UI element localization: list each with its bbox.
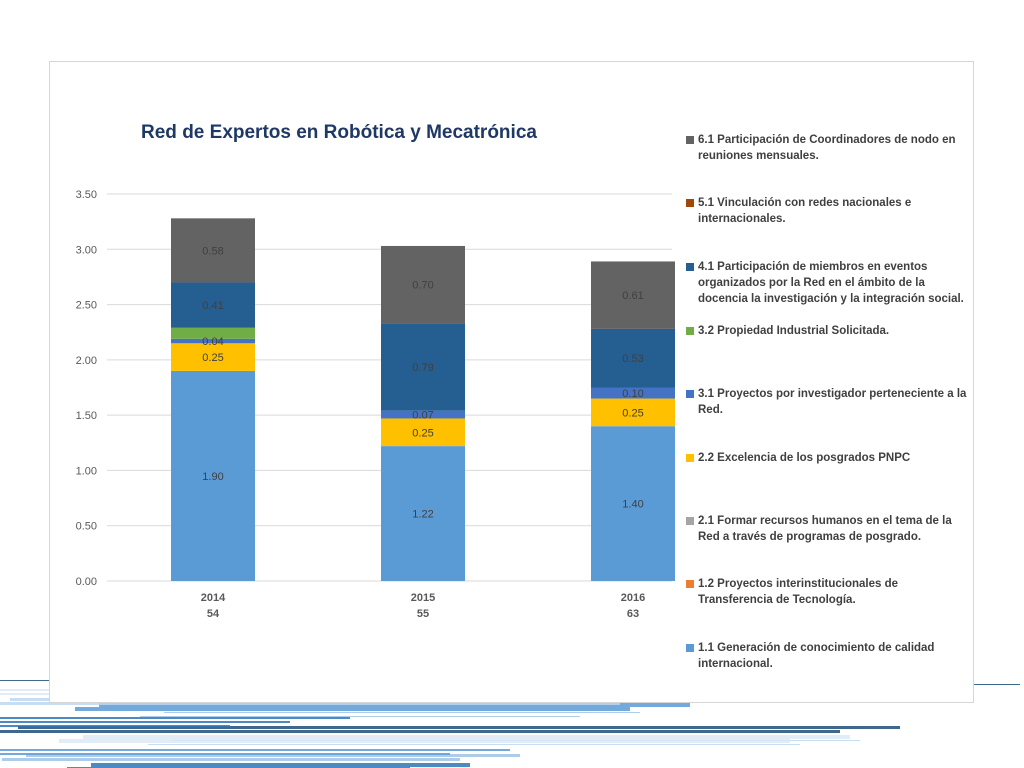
wave-stripe <box>148 744 800 745</box>
bar-segment <box>381 418 465 447</box>
data-label: 1.22 <box>412 509 433 521</box>
wave-stripe <box>75 707 630 711</box>
wave-stripe <box>59 739 790 743</box>
y-tick-label: 1.00 <box>76 465 97 477</box>
data-label: 0.53 <box>622 353 643 365</box>
bar-segment <box>171 338 255 344</box>
legend-label: 6.1 Participación de Coordinadores de no… <box>698 134 956 162</box>
legend-swatch <box>686 580 694 588</box>
data-label: 0.10 <box>622 388 643 400</box>
legend-swatch <box>686 517 694 525</box>
bar-segment <box>381 446 465 581</box>
background-wave-decoration <box>0 680 1020 768</box>
data-label: 0.58 <box>202 245 223 257</box>
chart-title: Red de Expertos en Robótica y Mecatrónic… <box>141 122 537 143</box>
bar-segment <box>171 218 255 283</box>
wave-stripe <box>0 725 230 727</box>
legend-swatch <box>686 644 694 652</box>
legend-label: 4.1 Participación de miembros en eventos… <box>698 261 964 305</box>
legend-label: 5.1 Vinculación con redes nacionales e i… <box>698 197 912 225</box>
data-label: 1.90 <box>202 471 223 483</box>
wave-stripe <box>0 730 840 733</box>
y-tick-label: 3.50 <box>76 189 97 201</box>
bar-segment <box>381 323 465 411</box>
data-label: 0.07 <box>412 410 433 422</box>
data-label: 0.25 <box>412 427 433 439</box>
wave-stripe <box>26 754 520 757</box>
legend-item: 3.1 Proyectos por investigador perteneci… <box>686 386 971 418</box>
legend-label: 3.2 Propiedad Industrial Solicitada. <box>698 325 890 337</box>
wave-stripe <box>0 721 290 723</box>
legend-item: 5.1 Vinculación con redes nacionales e i… <box>686 195 971 227</box>
legend-swatch <box>686 136 694 144</box>
legend-item: 1.1 Generación de conocimiento de calida… <box>686 640 971 672</box>
data-label: 0.04 <box>202 336 223 348</box>
bar-segment <box>591 398 675 427</box>
wave-stripe <box>164 712 640 713</box>
bar-segment <box>381 245 465 324</box>
wave-stripe <box>18 726 900 729</box>
x-tick-label-count: 63 <box>627 608 639 620</box>
bar-segment <box>171 370 255 581</box>
legend-label: 1.2 Proyectos interinstitucionales de Tr… <box>698 578 899 606</box>
legend-label: 2.1 Formar recursos humanos en el tema d… <box>698 515 952 543</box>
legend-swatch <box>686 327 694 335</box>
wave-stripe <box>83 735 850 739</box>
legend-swatch <box>686 454 694 462</box>
legend-item: 2.2 Excelencia de los posgrados PNPC <box>686 450 971 466</box>
data-label: 0.70 <box>412 280 433 292</box>
y-tick-label: 1.50 <box>76 410 97 422</box>
y-tick-label: 3.00 <box>76 244 97 256</box>
x-tick-label-year: 2016 <box>621 592 645 604</box>
legend-label: 2.2 Excelencia de los posgrados PNPC <box>698 452 911 464</box>
wave-stripe <box>140 716 580 717</box>
wave-stripe <box>0 717 350 719</box>
y-tick-label: 0.00 <box>76 576 97 588</box>
legend-item: 1.2 Proyectos interinstitucionales de Tr… <box>686 576 971 608</box>
legend-label: 1.1 Generación de conocimiento de calida… <box>698 642 935 670</box>
data-label: 1.40 <box>622 499 643 511</box>
x-tick-label-year: 2015 <box>411 592 435 604</box>
legend-swatch <box>686 199 694 207</box>
data-label: 0.25 <box>622 407 643 419</box>
wave-stripe <box>0 749 510 751</box>
wave-stripe <box>0 702 620 705</box>
y-tick-label: 0.50 <box>76 521 97 533</box>
wave-stripe <box>2 758 460 761</box>
legend-item: 3.2 Propiedad Industrial Solicitada. <box>686 323 971 339</box>
data-label: 0.61 <box>622 290 643 302</box>
bar-segment <box>171 327 255 339</box>
x-tick-label-count: 55 <box>417 608 429 620</box>
bar-segment <box>591 426 675 581</box>
legend-item: 2.1 Formar recursos humanos en el tema d… <box>686 513 971 545</box>
chart-legend: 6.1 Participación de Coordinadores de no… <box>686 132 971 677</box>
bar-segment <box>591 387 675 399</box>
legend-item: 4.1 Participación de miembros en eventos… <box>686 259 971 307</box>
bar-segment <box>591 261 675 329</box>
bar-segment <box>381 410 465 419</box>
data-label: 0.41 <box>202 300 223 312</box>
legend-label: 3.1 Proyectos por investigador perteneci… <box>698 388 967 416</box>
bar-segment <box>171 282 255 328</box>
y-tick-label: 2.00 <box>76 355 97 367</box>
bar-segment <box>591 328 675 388</box>
data-label: 0.25 <box>202 352 223 364</box>
x-tick-label-year: 2014 <box>201 592 226 604</box>
x-tick-label-count: 54 <box>207 608 220 620</box>
wave-stripe <box>91 763 470 767</box>
bar-segment <box>171 343 255 371</box>
y-tick-label: 2.50 <box>76 300 97 312</box>
data-label: 0.79 <box>412 362 433 374</box>
legend-item: 6.1 Participación de Coordinadores de no… <box>686 132 971 164</box>
legend-swatch <box>686 390 694 398</box>
wave-stripe <box>0 753 450 755</box>
legend-swatch <box>686 263 694 271</box>
